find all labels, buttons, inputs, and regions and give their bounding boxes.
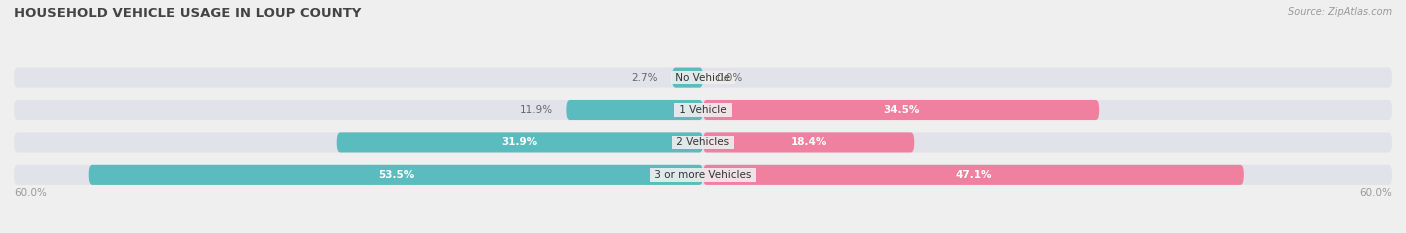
Text: 47.1%: 47.1% [955, 170, 991, 180]
Text: 1 Vehicle: 1 Vehicle [676, 105, 730, 115]
FancyBboxPatch shape [567, 100, 703, 120]
Text: 18.4%: 18.4% [790, 137, 827, 147]
FancyBboxPatch shape [703, 100, 1099, 120]
FancyBboxPatch shape [703, 165, 1244, 185]
FancyBboxPatch shape [14, 132, 1392, 152]
FancyBboxPatch shape [89, 165, 703, 185]
Text: Source: ZipAtlas.com: Source: ZipAtlas.com [1288, 7, 1392, 17]
FancyBboxPatch shape [336, 132, 703, 152]
FancyBboxPatch shape [703, 132, 914, 152]
Text: 0.0%: 0.0% [717, 73, 742, 83]
Text: 31.9%: 31.9% [502, 137, 538, 147]
Text: 34.5%: 34.5% [883, 105, 920, 115]
FancyBboxPatch shape [14, 165, 1392, 185]
Text: 53.5%: 53.5% [378, 170, 413, 180]
Text: No Vehicle: No Vehicle [672, 73, 734, 83]
Text: 3 or more Vehicles: 3 or more Vehicles [651, 170, 755, 180]
Text: 11.9%: 11.9% [519, 105, 553, 115]
Text: 2.7%: 2.7% [631, 73, 658, 83]
Text: 60.0%: 60.0% [1360, 188, 1392, 199]
Text: 2 Vehicles: 2 Vehicles [673, 137, 733, 147]
FancyBboxPatch shape [14, 68, 1392, 88]
Text: HOUSEHOLD VEHICLE USAGE IN LOUP COUNTY: HOUSEHOLD VEHICLE USAGE IN LOUP COUNTY [14, 7, 361, 20]
FancyBboxPatch shape [672, 68, 703, 88]
FancyBboxPatch shape [14, 100, 1392, 120]
Text: 60.0%: 60.0% [14, 188, 46, 199]
